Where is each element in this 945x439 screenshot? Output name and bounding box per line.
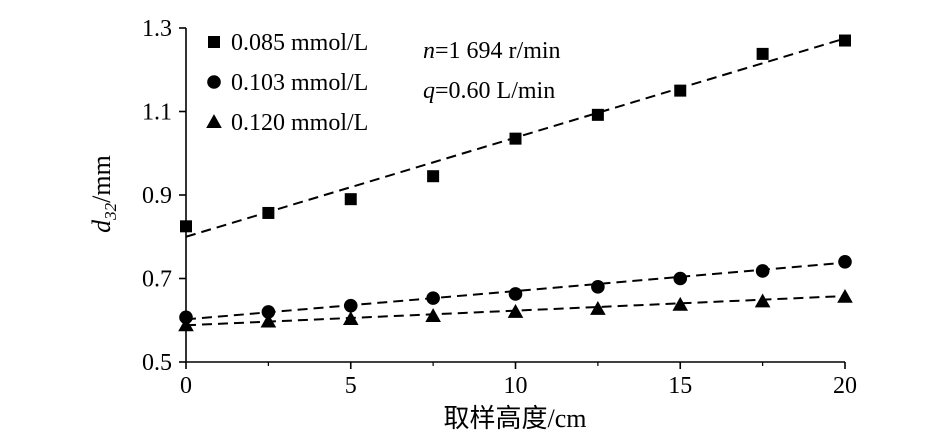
fit-line-circle	[185, 261, 846, 321]
y-tick-label: 0.5	[142, 350, 172, 376]
legend-marker-circle	[207, 75, 221, 89]
data-point-triangle	[507, 303, 524, 318]
y-tick-label: 1.1	[142, 100, 172, 126]
data-point-square	[839, 34, 851, 47]
data-point-triangle	[754, 293, 771, 308]
x-tick-label: 15	[668, 373, 692, 399]
data-point-circle	[591, 280, 605, 294]
data-point-triangle	[425, 308, 441, 323]
x-tick-label: 20	[833, 373, 857, 399]
y-axis-title-suffix: /mm	[87, 155, 116, 203]
data-point-square	[509, 132, 522, 145]
x-axis-title: 取样高度/cm	[444, 404, 587, 433]
data-point-circle	[179, 310, 193, 325]
data-point-triangle	[590, 301, 606, 315]
data-point-square	[262, 206, 275, 219]
data-point-circle	[508, 287, 523, 301]
x-tick-label: 0	[180, 373, 192, 399]
data-point-triangle	[837, 288, 853, 303]
data-point-triangle	[260, 313, 277, 328]
data-point-circle	[343, 298, 358, 313]
data-point-square	[180, 220, 192, 233]
data-point-square	[591, 108, 604, 121]
annotation-value: =0.60 L/min	[435, 78, 555, 104]
data-point-square	[756, 47, 769, 60]
legend-marker-square	[208, 36, 220, 48]
y-axis-title-base: d	[87, 219, 116, 233]
data-point-circle	[673, 271, 688, 286]
y-tick-label: 0.7	[142, 267, 172, 293]
data-point-triangle	[672, 296, 689, 311]
legend-marker-triangle	[206, 114, 222, 128]
data-point-circle	[838, 254, 852, 269]
y-tick-label: 1.3	[142, 16, 172, 42]
x-tick-label: 5	[345, 373, 357, 399]
data-point-triangle	[178, 317, 194, 332]
axes: 0 5 10 15 20 0.5 0.7 0.9 1.1 1.3	[142, 16, 857, 399]
data-point-square	[674, 84, 687, 97]
data-point-circle	[426, 291, 440, 305]
data-point-square	[427, 170, 440, 183]
annotation-text: n=1 694 r/min	[423, 38, 561, 64]
annotation-variable: n	[423, 38, 435, 64]
annotation-text: q=0.60 L/min	[423, 78, 555, 104]
data-point-circle	[261, 305, 276, 319]
data-point-circle	[755, 264, 770, 278]
data-points	[178, 34, 853, 332]
y-axis-title: d32/mm	[87, 155, 120, 233]
data-point-triangle	[342, 311, 359, 325]
legend: 0.085 mmol/L 0.103 mmol/L 0.120 mmol/L	[206, 30, 368, 136]
y-axis-title-subscript: 32	[101, 202, 120, 221]
legend-label: 0.103 mmol/L	[231, 70, 368, 96]
legend-label: 0.120 mmol/L	[231, 110, 368, 136]
y-tick-label: 0.9	[142, 183, 172, 209]
data-point-square	[344, 193, 357, 206]
legend-label: 0.085 mmol/L	[231, 30, 368, 56]
annotation-value: =1 694 r/min	[435, 38, 561, 64]
annotation-variable: q	[423, 78, 435, 104]
x-tick-label: 10	[504, 373, 528, 399]
